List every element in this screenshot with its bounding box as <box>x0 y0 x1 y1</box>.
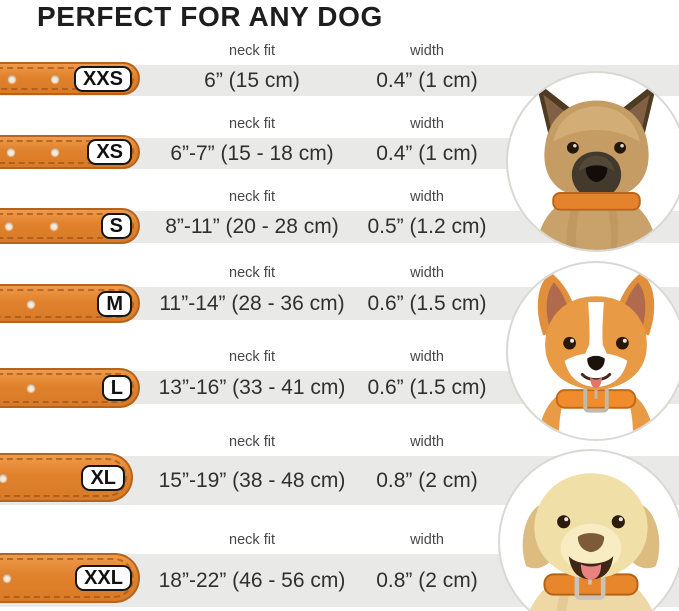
neck-fit-column-header: neck fit <box>229 434 275 450</box>
collar-strap-graphic: XL <box>0 453 133 502</box>
neck-fit-value: 18”-22” (46 - 56 cm) <box>158 568 346 592</box>
collar-hole <box>3 574 11 582</box>
width-column-header: width <box>410 265 444 281</box>
neck-fit-value: 6” (15 cm) <box>204 68 300 92</box>
stitch-line <box>0 140 134 164</box>
neck-fit-column-header: neck fit <box>229 265 275 281</box>
collar-hole <box>0 473 7 482</box>
collar-hole <box>51 74 59 83</box>
labrador-photo <box>498 449 679 611</box>
collar-strap-graphic: XXL <box>0 553 140 603</box>
size-badge: XXS <box>73 65 132 92</box>
size-badge: XXL <box>75 565 132 591</box>
neck-fit-value: 6”-7” (15 - 18 cm) <box>170 141 334 165</box>
size-badge: M <box>97 290 132 317</box>
terrier-illustration <box>535 80 658 250</box>
labrador-illustration <box>522 473 660 611</box>
width-value: 0.8” (2 cm) <box>376 468 478 492</box>
size-badge: XS <box>87 139 132 165</box>
neck-fit-column-header: neck fit <box>229 116 275 132</box>
collar-hole <box>5 222 13 230</box>
collar-strap-graphic: M <box>0 284 140 323</box>
corgi-illustration <box>537 272 655 439</box>
width-value: 0.6” (1.5 cm) <box>367 291 487 315</box>
width-column-header: width <box>410 189 444 205</box>
terrier-photo <box>506 71 679 252</box>
collar-hole <box>7 148 15 156</box>
neck-fit-value: 15”-19” (38 - 48 cm) <box>158 468 346 492</box>
collar-strap-graphic: S <box>0 208 140 244</box>
stitch-line <box>0 67 134 90</box>
neck-fit-column-header: neck fit <box>229 349 275 365</box>
width-value: 0.4” (1 cm) <box>376 68 478 92</box>
width-column-header: width <box>410 532 444 548</box>
size-badge: S <box>100 213 132 239</box>
collar-strap-graphic: XS <box>0 135 140 169</box>
collar-hole <box>27 299 35 308</box>
stitch-line <box>0 458 127 497</box>
collar-hole <box>8 74 16 83</box>
collar-hole <box>51 148 59 156</box>
page-title: PERFECT FOR ANY DOG <box>37 1 383 32</box>
width-value: 0.6” (1.5 cm) <box>367 375 487 399</box>
corgi-photo <box>506 261 679 441</box>
width-value: 0.4” (1 cm) <box>376 141 478 165</box>
neck-fit-column-header: neck fit <box>229 43 275 59</box>
width-column-header: width <box>410 116 444 132</box>
stitch-line <box>0 558 134 598</box>
size-badge: XL <box>81 464 125 491</box>
width-column-header: width <box>410 43 444 59</box>
collar-strap-graphic: XXS <box>0 62 140 95</box>
width-value: 0.5” (1.2 cm) <box>367 215 487 238</box>
neck-fit-column-header: neck fit <box>229 532 275 548</box>
width-column-header: width <box>410 349 444 365</box>
stitch-line <box>0 373 134 403</box>
stitch-line <box>0 289 134 318</box>
width-value: 0.8” (2 cm) <box>376 568 478 592</box>
size-badge: L <box>101 375 132 401</box>
stitch-line <box>0 213 134 239</box>
collar-strap-graphic: L <box>0 368 140 408</box>
width-column-header: width <box>410 434 444 450</box>
neck-fit-column-header: neck fit <box>229 189 275 205</box>
collar-hole <box>27 384 35 392</box>
collar-hole <box>50 222 58 230</box>
neck-fit-value: 11”-14” (28 - 36 cm) <box>159 291 345 315</box>
neck-fit-value: 8”-11” (20 - 28 cm) <box>165 215 339 238</box>
neck-fit-value: 13”-16” (33 - 41 cm) <box>158 375 346 399</box>
